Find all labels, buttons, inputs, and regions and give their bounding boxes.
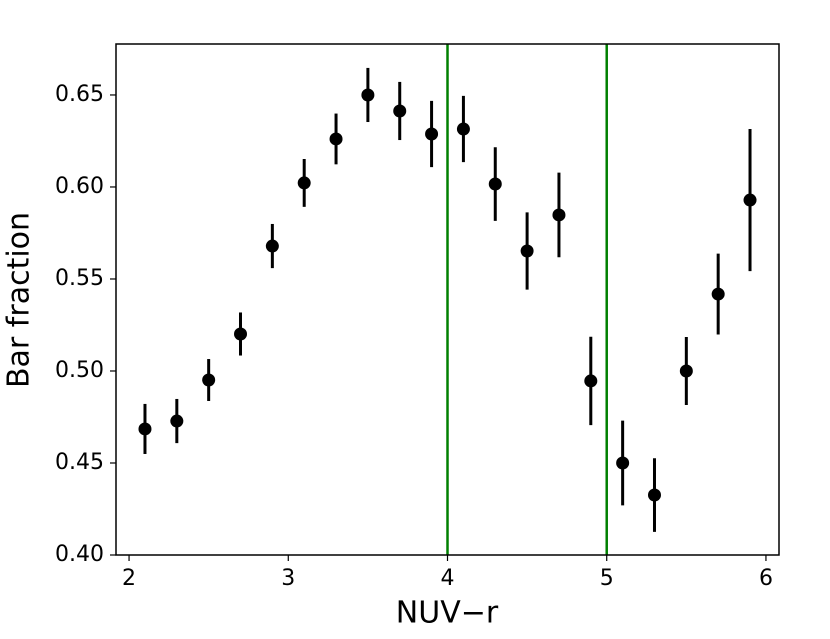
point [488, 177, 502, 191]
point [202, 373, 216, 387]
point [456, 122, 470, 136]
x-tick-label: 6 [759, 566, 773, 591]
x-axis-label: NUV−r [396, 596, 499, 631]
y-tick-label: 0.60 [55, 174, 104, 199]
point [361, 88, 375, 102]
y-tick-label: 0.65 [55, 82, 104, 107]
y-tick-label: 0.50 [55, 358, 104, 383]
point [584, 374, 598, 388]
x-tick-label: 3 [281, 566, 295, 591]
point [711, 287, 725, 301]
point [393, 104, 407, 118]
y-tick-label: 0.55 [55, 266, 104, 291]
point [265, 239, 279, 253]
x-tick-label: 5 [600, 566, 614, 591]
point [616, 456, 630, 470]
point [297, 176, 311, 190]
point [552, 208, 566, 222]
point [425, 127, 439, 141]
point [520, 244, 534, 258]
x-tick-label: 4 [441, 566, 455, 591]
y-tick-label: 0.40 [55, 542, 104, 567]
point [170, 414, 184, 428]
plot-frame [115, 43, 780, 556]
point [647, 488, 661, 502]
y-tick-label: 0.45 [55, 450, 104, 475]
x-tick-label: 2 [122, 566, 136, 591]
point [329, 132, 343, 146]
point [138, 422, 152, 436]
point [743, 193, 757, 207]
point [234, 327, 248, 341]
y-axis-label: Bar fraction [2, 212, 37, 388]
point [679, 364, 693, 378]
